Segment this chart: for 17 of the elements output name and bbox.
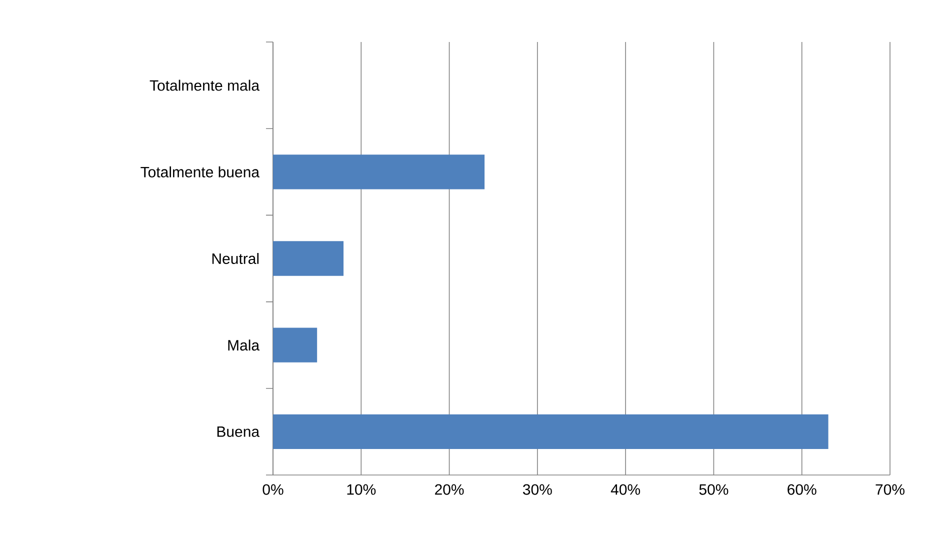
- y-tick-label: Totalmente mala: [150, 80, 260, 91]
- x-tick-label: 50%: [699, 484, 728, 495]
- y-tick-label: Totalmente buena: [140, 166, 260, 178]
- y-tick-label: Mala: [228, 340, 260, 351]
- bar: [273, 414, 828, 450]
- x-tick-label: 0%: [262, 484, 284, 495]
- x-tick-label: 40%: [610, 484, 640, 495]
- y-tick-label: Neutral: [212, 252, 259, 264]
- x-tick-label: 10%: [347, 484, 376, 495]
- bar: [273, 154, 485, 190]
- y-tick-label: Buena: [217, 426, 260, 437]
- bar: [273, 241, 344, 276]
- x-tick-label: 60%: [788, 484, 816, 495]
- bar: [273, 328, 318, 362]
- x-tick-label: 70%: [876, 484, 904, 495]
- x-tick-label: 20%: [435, 484, 464, 495]
- x-tick-label: 30%: [522, 484, 552, 495]
